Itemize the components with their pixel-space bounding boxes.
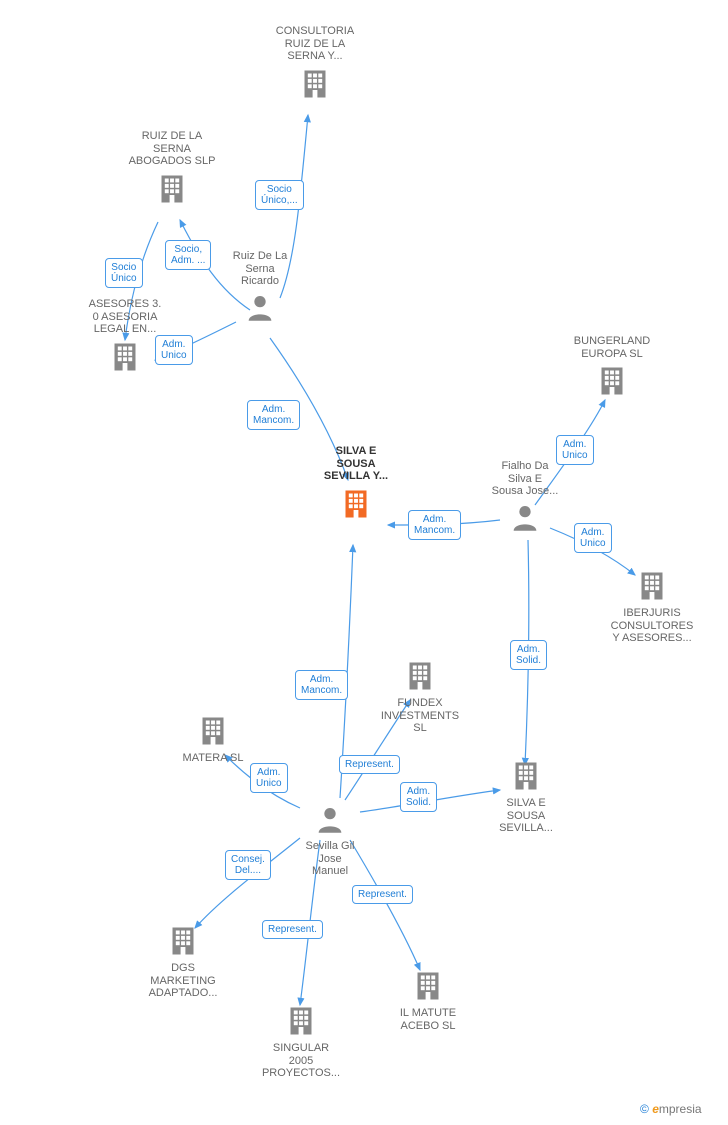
edge-label-sevilla-dgs: Consej.Del.... [225, 850, 271, 880]
node-label: ASESORES 3. 0 ASESORIA LEGAL EN... [75, 298, 175, 336]
node-label: IBERJURIS CONSULTORES Y ASESORES... [592, 607, 712, 645]
building-icon [365, 658, 475, 694]
edge-label-ricardo-asesores30: Adm.Unico [155, 335, 193, 365]
node-singular[interactable]: SINGULAR 2005 PROYECTOS... [246, 1000, 356, 1080]
node-label: SINGULAR 2005 PROYECTOS... [246, 1042, 356, 1080]
node-label: SILVA E SOUSA SEVILLA... [476, 797, 576, 835]
node-consultoria[interactable]: CONSULTORIA RUIZ DE LA SERNA Y... [265, 25, 365, 105]
building-icon [476, 758, 576, 794]
node-ruizabogados[interactable]: RUIZ DE LA SERNA ABOGADOS SLP [122, 130, 222, 210]
building-icon [168, 713, 258, 749]
building-icon [122, 171, 222, 207]
node-label: IL MATUTE ACEBO SL [378, 1007, 478, 1032]
building-icon [296, 486, 416, 522]
brand-first-letter: e [652, 1102, 659, 1116]
node-fundex[interactable]: FUNDEX INVESTMENTS SL [365, 655, 475, 735]
edge-label-sevilla-fundex: Represent. [339, 755, 400, 774]
node-bungerland[interactable]: BUNGERLAND EUROPA SL [552, 335, 672, 402]
edge-label-fialho-bungerland: Adm.Unico [556, 435, 594, 465]
node-matera[interactable]: MATERA SL [168, 710, 258, 765]
node-sevilla[interactable]: Sevilla Gil Jose Manuel [280, 800, 380, 878]
building-icon [128, 923, 238, 959]
node-label: BUNGERLAND EUROPA SL [552, 335, 672, 360]
node-fialho[interactable]: Fialho Da Silva E Sousa Jose... [470, 460, 580, 538]
node-label: Ruiz De La Serna Ricardo [210, 250, 310, 288]
edge-label-sevilla-silvasousa2: Adm.Solid. [400, 782, 437, 812]
edge-label-fialho-silvaesousa: Adm.Mancom. [408, 510, 461, 540]
node-label: Fialho Da Silva E Sousa Jose... [470, 460, 580, 498]
building-icon [378, 968, 478, 1004]
person-icon [210, 291, 310, 325]
brand-rest: mpresia [659, 1102, 702, 1116]
building-icon [265, 66, 365, 102]
node-iberjuris[interactable]: IBERJURIS CONSULTORES Y ASESORES... [592, 565, 712, 645]
node-silvasousa2[interactable]: SILVA E SOUSA SEVILLA... [476, 755, 576, 835]
edge-label-fialho-silvasousa2: Adm.Solid. [510, 640, 547, 670]
person-icon [280, 803, 380, 837]
node-ricardo[interactable]: Ruiz De La Serna Ricardo [210, 250, 310, 328]
building-icon [552, 363, 672, 399]
edge-label-sevilla-ilmatute: Represent. [352, 885, 413, 904]
node-label: FUNDEX INVESTMENTS SL [365, 697, 475, 735]
edges-layer [0, 0, 728, 1125]
node-label: RUIZ DE LA SERNA ABOGADOS SLP [122, 130, 222, 168]
edge-label-sevilla-silvaesousa: Adm.Mancom. [295, 670, 348, 700]
node-dgs[interactable]: DGS MARKETING ADAPTADO... [128, 920, 238, 1000]
node-silvaesousa[interactable]: SILVA E SOUSA SEVILLA Y... [296, 445, 416, 525]
node-label: DGS MARKETING ADAPTADO... [128, 962, 238, 1000]
copyright: © empresia [640, 1102, 702, 1116]
edge-label-ruizabogados-asesores30: SocioÚnico [105, 258, 143, 288]
edge-label-sevilla-singular: Represent. [262, 920, 323, 939]
node-label: SILVA E SOUSA SEVILLA Y... [296, 445, 416, 483]
copyright-symbol: © [640, 1102, 649, 1116]
building-icon [592, 568, 712, 604]
node-label: MATERA SL [168, 752, 258, 765]
building-icon [246, 1003, 356, 1039]
network-canvas: CONSULTORIA RUIZ DE LA SERNA Y... RUIZ D… [0, 0, 728, 1125]
edge-label-fialho-iberjuris: Adm.Unico [574, 523, 612, 553]
edge-label-ricardo-ruizabogados: Socio,Adm. ... [165, 240, 211, 270]
edge-label-ricardo-silvaesousa: Adm.Mancom. [247, 400, 300, 430]
node-label: CONSULTORIA RUIZ DE LA SERNA Y... [265, 25, 365, 63]
edge-label-sevilla-matera: Adm.Unico [250, 763, 288, 793]
node-label: Sevilla Gil Jose Manuel [280, 840, 380, 878]
edge-label-ricardo-consultoria: SocioÚnico,... [255, 180, 304, 210]
person-icon [470, 501, 580, 535]
node-ilmatute[interactable]: IL MATUTE ACEBO SL [378, 965, 478, 1032]
